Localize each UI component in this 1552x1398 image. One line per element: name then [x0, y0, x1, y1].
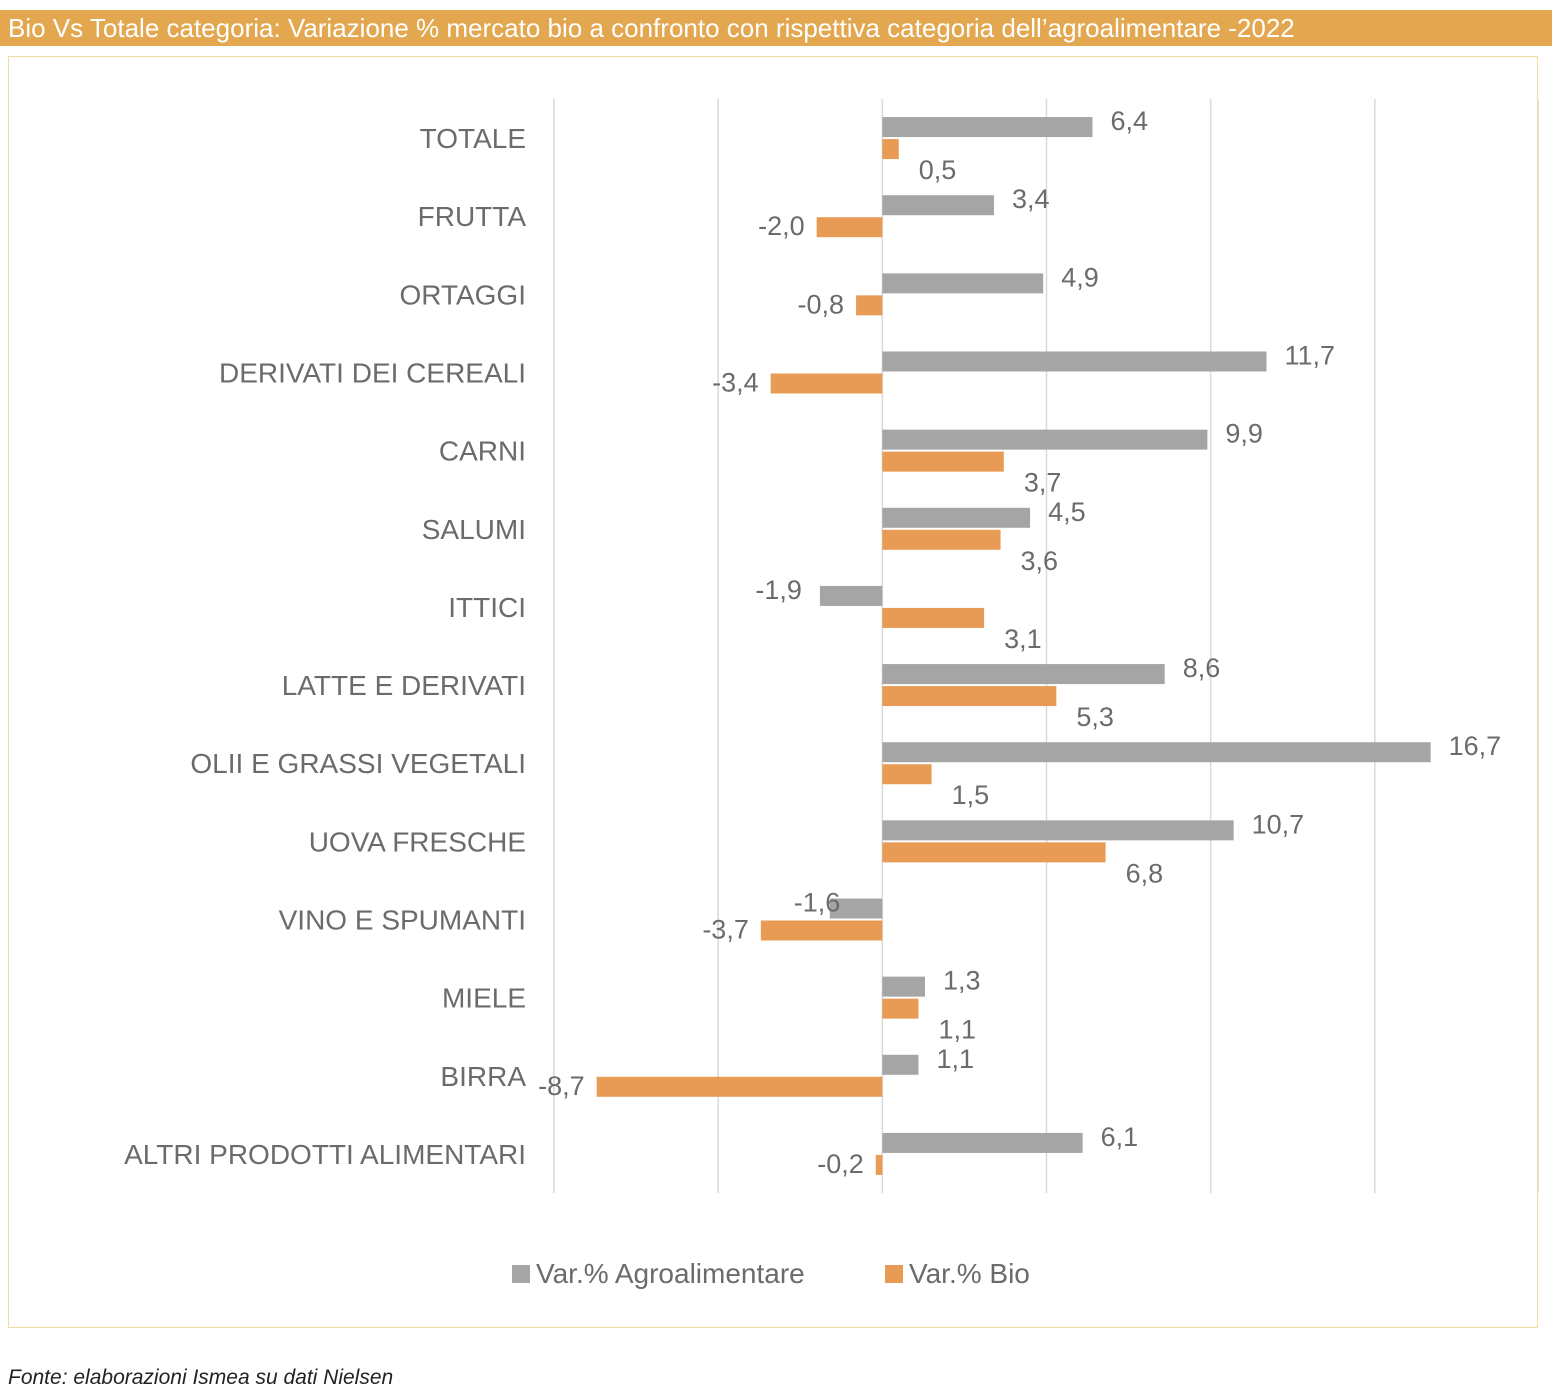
category-label: VINO E SPUMANTI [279, 905, 526, 936]
bar-agroalimentare [882, 507, 1031, 528]
category-label: ORTAGGI [399, 279, 526, 310]
bar-bio [816, 217, 883, 238]
value-label-bio: -2,0 [758, 211, 805, 241]
value-label-bio: 5,3 [1076, 702, 1114, 732]
value-label-bio: 1,1 [938, 1015, 976, 1045]
bar-bio [882, 607, 985, 628]
bar-bio [875, 1154, 883, 1175]
value-label-agroalimentare: 11,7 [1284, 341, 1335, 371]
bar-bio [760, 920, 883, 941]
bar-agroalimentare [882, 273, 1044, 294]
bar-agroalimentare [882, 976, 926, 997]
category-label: UOVA FRESCHE [309, 826, 526, 857]
category-label: BIRRA [440, 1061, 526, 1092]
value-label-bio: 3,1 [1004, 624, 1042, 654]
bar-agroalimentare [882, 195, 994, 216]
value-label-agroalimentare: 1,1 [936, 1044, 974, 1074]
bar-bio [882, 529, 1001, 550]
chart-frame: TOTALE 6,4 0,5 FRUTTA 3,4 -2,0 ORTAGGI 4,9 -0,8 D… [8, 56, 1539, 1328]
bar-bio [882, 764, 932, 785]
legend-swatch-agroalimentare [512, 1265, 530, 1283]
value-label-agroalimentare: 4,5 [1048, 497, 1086, 527]
category-label: CARNI [439, 436, 526, 467]
category-label: OLII E GRASSI VEGETALI [190, 748, 526, 779]
bar-agroalimentare [882, 664, 1165, 685]
value-label-bio: 6,8 [1126, 858, 1164, 888]
value-label-bio: 3,7 [1024, 468, 1062, 498]
legend-swatch-bio [885, 1265, 903, 1283]
legend-label-bio: Var.% Bio [909, 1258, 1030, 1289]
category-label: DERIVATI DEI CEREALI [219, 358, 526, 389]
value-label-bio: -0,8 [798, 289, 845, 319]
value-label-agroalimentare: 9,9 [1225, 419, 1263, 449]
value-label-bio: -3,7 [702, 915, 749, 945]
bar-agroalimentare [882, 429, 1208, 450]
bar-bio [882, 139, 899, 160]
value-label-bio: 1,5 [952, 780, 990, 810]
bar-agroalimentare [819, 585, 883, 606]
value-label-agroalimentare: 16,7 [1449, 731, 1502, 761]
bar-agroalimentare [882, 351, 1267, 372]
value-label-agroalimentare: -1,9 [755, 575, 802, 605]
bar-agroalimentare [882, 1054, 919, 1075]
value-label-bio: -0,2 [817, 1149, 864, 1179]
bar-bio [770, 373, 883, 394]
bar-agroalimentare [882, 1132, 1083, 1153]
value-label-bio: 0,5 [919, 155, 957, 185]
source-note: Fonte: elaborazioni Ismea su dati Nielse… [8, 1366, 394, 1389]
bars [596, 117, 1431, 1175]
value-label-bio: -8,7 [538, 1071, 585, 1101]
category-label: SALUMI [422, 514, 526, 545]
bar-bio [856, 295, 883, 316]
category-label: TOTALE [420, 123, 526, 154]
value-label-agroalimentare: 8,6 [1183, 653, 1221, 683]
bar-bio [882, 842, 1106, 863]
value-label-bio: -3,4 [712, 368, 759, 398]
value-label-agroalimentare: 10,7 [1252, 809, 1305, 839]
bar-chart: TOTALE 6,4 0,5 FRUTTA 3,4 -2,0 ORTAGGI 4,9 -0,8 D… [124, 99, 1539, 1289]
bar-agroalimentare [882, 742, 1431, 763]
category-label: ITTICI [448, 592, 526, 623]
bar-agroalimentare [829, 898, 883, 919]
category-label: LATTE E DERIVATI [282, 670, 526, 701]
bar-agroalimentare [882, 117, 1093, 138]
value-label-agroalimentare: 3,4 [1012, 184, 1050, 214]
bar-bio [882, 686, 1057, 707]
chart-title: Bio Vs Totale categoria: Variazione % me… [0, 10, 1552, 46]
value-label-agroalimentare: 6,4 [1110, 106, 1148, 136]
legend: Var.% Agroalimentare Var.% Bio [512, 1258, 1030, 1289]
value-label-agroalimentare: 4,9 [1061, 262, 1099, 292]
labels: TOTALE 6,4 0,5 FRUTTA 3,4 -2,0 ORTAGGI 4,9 -0,8 D… [124, 106, 1501, 1179]
category-label: MIELE [442, 983, 526, 1014]
category-label: FRUTTA [418, 201, 527, 232]
value-label-bio: 3,6 [1021, 546, 1059, 576]
value-label-agroalimentare: 6,1 [1101, 1122, 1139, 1152]
legend-label-agroalimentare: Var.% Agroalimentare [536, 1258, 805, 1289]
bar-agroalimentare [882, 820, 1234, 841]
gridlines [553, 99, 1539, 1193]
bar-bio [882, 451, 1004, 472]
value-label-agroalimentare: 1,3 [943, 966, 981, 996]
bar-bio [596, 1076, 883, 1097]
bar-bio [882, 998, 919, 1019]
category-label: ALTRI PRODOTTI ALIMENTARI [124, 1139, 526, 1170]
value-label-agroalimentare: -1,6 [794, 888, 841, 918]
